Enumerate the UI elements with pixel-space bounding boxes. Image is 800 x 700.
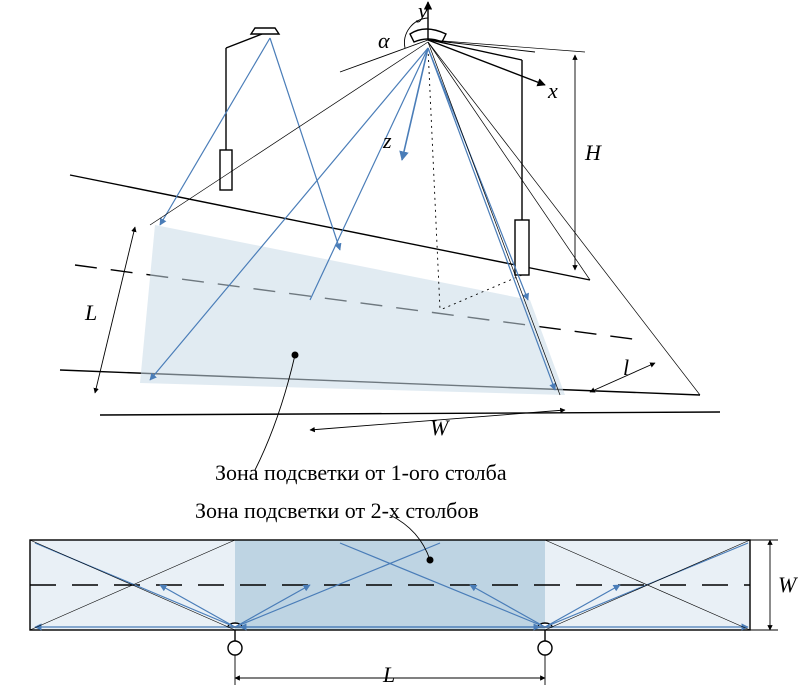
bottom-plan-view [30,515,778,685]
top-iso-view [60,2,720,470]
diagram-svg [0,0,800,700]
axes [340,2,545,85]
zone-1-fill [140,225,565,395]
